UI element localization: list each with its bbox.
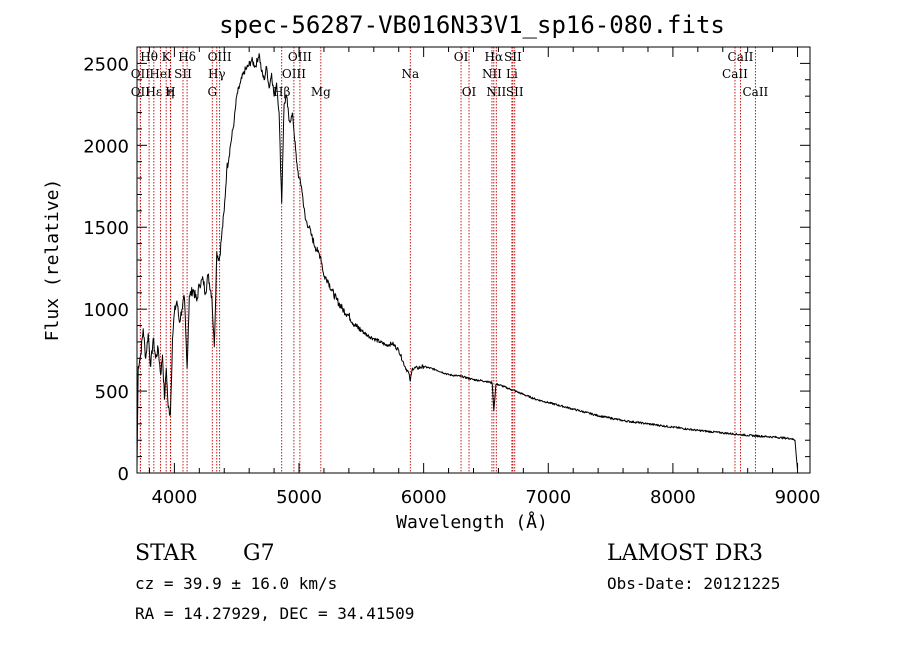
x-tick-label-9000: 9000 [775,487,821,508]
line-markers [139,47,756,473]
x-tick-label-5000: 5000 [276,487,322,508]
line-marker-label-9: Hδ [178,50,196,64]
y-tick-label-2500: 2500 [83,54,129,75]
line-marker-label-11: Hγ [208,67,226,81]
x-tick-label-6000: 6000 [401,487,447,508]
line-marker-label-17: Na [401,67,419,81]
line-marker-label-2: OII [131,85,151,99]
x-tick-label-8000: 8000 [650,487,696,508]
flux-series [136,53,798,470]
line-marker-label-21: SII [504,50,522,64]
survey-name: LAMOST DR3 [607,541,763,566]
y-tick-label-0: 0 [118,464,129,485]
observation-date: Obs-Date: 20121225 [607,574,780,593]
x-tick-label-4000: 4000 [151,487,197,508]
line-marker-label-24: Li [506,67,518,81]
x-axis-label: Wavelength (Å) [396,511,548,533]
line-marker-label-6: η [167,85,174,99]
line-marker-label-19: OI [462,85,477,99]
object-subclass: G7 [243,541,275,566]
y-tick-label-1500: 1500 [83,218,129,239]
y-tick-label-1000: 1000 [83,300,129,321]
object-class: STAR [135,541,197,566]
ra-dec-coordinates: RA = 14.27929, DEC = 34.41509 [135,604,414,623]
y-axis-ticks: 0 500 1000 1500 2000 2500 [83,46,810,485]
line-marker-label-14: OIII [282,67,306,81]
x-tick-label-7000: 7000 [525,487,571,508]
line-marker-label-8: H [165,85,175,99]
line-marker-label-28: CaII [742,85,768,99]
redshift-cz: cz = 39.9 ± 16.0 km/s [135,574,337,593]
flux-line [136,53,798,470]
line-marker-label-16: Mg [311,85,331,99]
y-axis-label: Flux (relative) [42,179,63,342]
line-marker-label-15: OIII [288,50,312,64]
line-marker-label-5: K [162,50,172,64]
line-marker-label-18: OI [454,50,469,64]
line-marker-label-4: HeI [149,67,172,81]
line-marker-label-1: OII [131,67,151,81]
plot-frame [136,46,811,474]
line-marker-label-27: CaII [728,50,754,64]
line-marker-label-25: SII [506,85,524,99]
line-marker-label-22: NII [482,67,502,81]
line-marker-label-26: CaII [722,67,748,81]
chart-title: spec-56287-VB016N33V1_sp16-080.fits [219,11,725,39]
line-marker-label-20: Hα [485,50,504,64]
line-marker-label-23: NII [486,85,506,99]
x-axis-ticks: 4000 5000 6000 7000 8000 9000 [148,47,821,508]
line-marker-label-3: Hε [145,85,162,99]
line-marker-label-0: Hθ [140,50,158,64]
line-marker-label-10: OIII [208,50,232,64]
line-marker-label-12: G [207,85,217,99]
y-tick-label-500: 500 [95,382,129,403]
line-marker-label-7: SII [174,67,192,81]
y-tick-label-2000: 2000 [83,136,129,157]
